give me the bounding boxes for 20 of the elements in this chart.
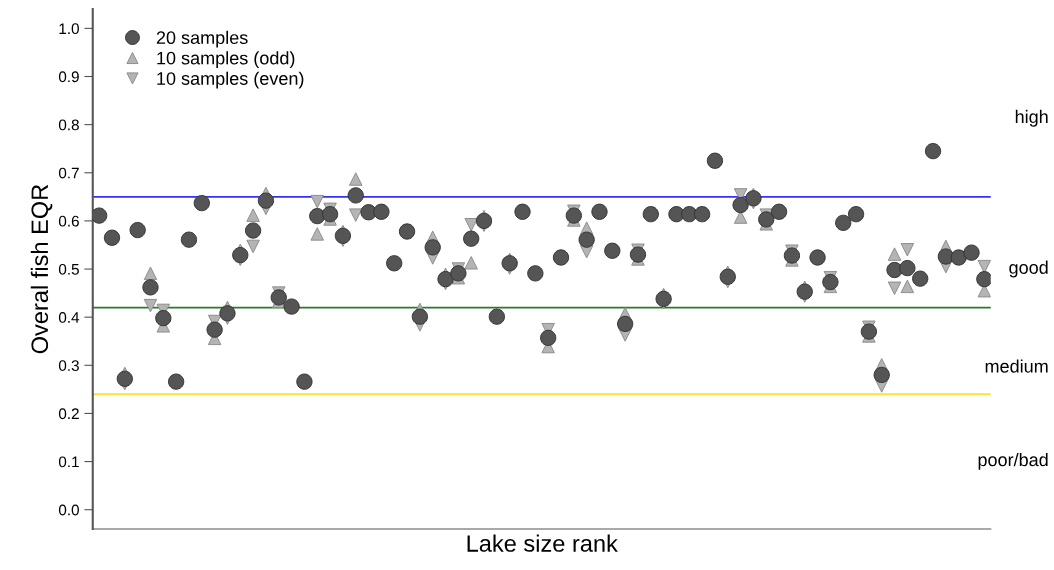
legend-label: 10 samples (even) [157,71,304,89]
text: high [1015,109,1048,127]
y-axis-title: Overal fish EQR [30,184,53,354]
legend-label: 10 samples (odd) [157,51,295,69]
annotation: poor/bad [978,452,1048,470]
y-tick-label: 0.7 [58,167,79,179]
y-tick-label: 0.0 [58,504,79,516]
y-tick-label: 1.0 [59,23,79,35]
y-tick-label: 0.1 [58,456,79,468]
legend-label: 20 samples [156,30,248,48]
y-tick-label: 0.9 [58,71,79,83]
y-tick-label: 0.8 [58,119,79,131]
x-axis-title: Lake size rank [467,534,618,552]
y-tick-label: 0.3 [58,360,79,371]
y-tick-label: 0.4 [58,312,80,323]
annotation: medium [985,359,1048,373]
y-tick-label: 0.2 [58,408,79,420]
y-tick-label: 0.5 [58,263,79,275]
y-tick-label: 0.6 [58,215,79,227]
text: good [1009,260,1048,278]
